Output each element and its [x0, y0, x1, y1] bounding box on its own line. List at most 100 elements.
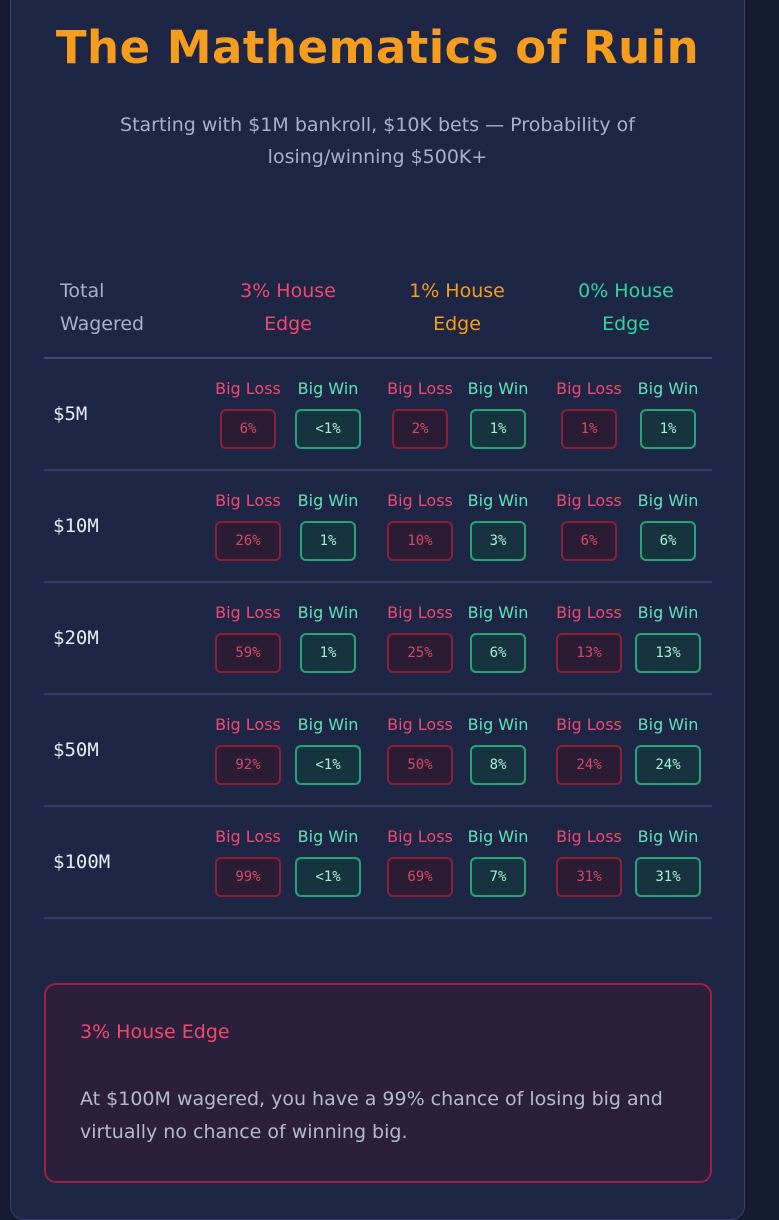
- table-row: $5M Big Loss 6% Big Win <1% Big Loss 2% Big Win…: [44, 359, 712, 471]
- big-win-label: Big Win: [297, 491, 359, 510]
- header-3pct-line2: Edge: [264, 313, 312, 335]
- cell-e3-loss: Big Loss 92%: [213, 715, 283, 785]
- big-win-label: Big Win: [297, 715, 359, 734]
- cell-e1-loss: Big Loss 50%: [385, 715, 455, 785]
- loss-probability-badge: 25%: [387, 633, 453, 673]
- big-win-label: Big Win: [467, 491, 529, 510]
- win-probability-badge: 1%: [300, 633, 356, 673]
- big-win-label: Big Win: [467, 827, 529, 846]
- cell-e3-loss: Big Loss 99%: [213, 827, 283, 897]
- loss-probability-badge: 6%: [561, 521, 617, 561]
- big-loss-label: Big Loss: [387, 827, 453, 846]
- big-win-label: Big Win: [297, 603, 359, 622]
- win-probability-badge: 1%: [470, 409, 526, 449]
- big-win-label: Big Win: [467, 715, 529, 734]
- cell-e3-win: Big Win <1%: [293, 715, 363, 785]
- win-probability-badge: 1%: [640, 409, 696, 449]
- cell-e1-loss: Big Loss 2%: [385, 379, 455, 449]
- win-probability-badge: 1%: [300, 521, 356, 561]
- big-loss-label: Big Loss: [215, 379, 281, 398]
- big-loss-label: Big Loss: [556, 827, 622, 846]
- header-total-wagered: Total Wagered: [60, 275, 144, 341]
- table-row: $10M Big Loss 26% Big Win 1% Big Loss 10% Big W…: [44, 471, 712, 583]
- win-probability-badge: 3%: [470, 521, 526, 561]
- big-win-label: Big Win: [637, 603, 699, 622]
- cell-e1-win: Big Win 1%: [463, 379, 533, 449]
- row-amount: $50M: [53, 739, 99, 761]
- loss-probability-badge: 10%: [387, 521, 453, 561]
- win-probability-badge: 7%: [470, 857, 526, 897]
- big-loss-label: Big Loss: [387, 491, 453, 510]
- loss-probability-badge: 31%: [556, 857, 622, 897]
- cell-e3-loss: Big Loss 59%: [213, 603, 283, 673]
- win-probability-badge: <1%: [295, 409, 361, 449]
- page-subtitle: Starting with $1M bankroll, $10K bets — …: [120, 114, 635, 168]
- table-header: Total Wagered 3% House Edge 1% House Edg…: [44, 275, 712, 359]
- row-amount: $100M: [53, 851, 111, 873]
- big-loss-label: Big Loss: [387, 603, 453, 622]
- big-win-label: Big Win: [637, 715, 699, 734]
- win-probability-badge: 6%: [470, 633, 526, 673]
- big-loss-label: Big Loss: [215, 715, 281, 734]
- cell-e0-loss: Big Loss 6%: [554, 491, 624, 561]
- win-probability-badge: 13%: [635, 633, 701, 673]
- header-total-line2: Wagered: [60, 313, 145, 335]
- header-3pct-line1: 3% House: [240, 280, 336, 302]
- big-loss-label: Big Loss: [387, 715, 453, 734]
- table-row: $50M Big Loss 92% Big Win <1% Big Loss 50% Big …: [44, 695, 712, 807]
- loss-probability-badge: 69%: [387, 857, 453, 897]
- cell-e0-loss: Big Loss 13%: [554, 603, 624, 673]
- big-win-label: Big Win: [637, 827, 699, 846]
- big-loss-label: Big Loss: [556, 379, 622, 398]
- cell-e0-win: Big Win 13%: [633, 603, 703, 673]
- big-loss-label: Big Loss: [556, 603, 622, 622]
- loss-probability-badge: 1%: [561, 409, 617, 449]
- cell-e1-loss: Big Loss 25%: [385, 603, 455, 673]
- loss-probability-badge: 92%: [215, 745, 281, 785]
- callout-title: 3% House Edge: [80, 1021, 230, 1043]
- cell-e0-win: Big Win 1%: [633, 379, 703, 449]
- cell-e0-loss: Big Loss 24%: [554, 715, 624, 785]
- loss-probability-badge: 50%: [387, 745, 453, 785]
- cell-e3-win: Big Win 1%: [293, 491, 363, 561]
- loss-probability-badge: 26%: [215, 521, 281, 561]
- cell-e0-loss: Big Loss 1%: [554, 379, 624, 449]
- loss-probability-badge: 24%: [556, 745, 622, 785]
- big-win-label: Big Win: [297, 827, 359, 846]
- callout-box: 3% House Edge At $100M wagered, you have…: [44, 983, 712, 1183]
- cell-e3-win: Big Win <1%: [293, 379, 363, 449]
- header-total-line1: Total: [60, 280, 105, 302]
- cell-e3-win: Big Win <1%: [293, 827, 363, 897]
- cell-e1-loss: Big Loss 10%: [385, 491, 455, 561]
- loss-probability-badge: 59%: [215, 633, 281, 673]
- header-0pct-line1: 0% House: [578, 280, 674, 302]
- cell-e0-win: Big Win 24%: [633, 715, 703, 785]
- header-1pct-edge: 1% House Edge: [377, 275, 537, 341]
- cell-e3-loss: Big Loss 6%: [213, 379, 283, 449]
- loss-probability-badge: 6%: [220, 409, 276, 449]
- header-0pct-line2: Edge: [602, 313, 650, 335]
- cell-e1-win: Big Win 7%: [463, 827, 533, 897]
- cell-e1-win: Big Win 6%: [463, 603, 533, 673]
- cell-e3-win: Big Win 1%: [293, 603, 363, 673]
- win-probability-badge: 6%: [640, 521, 696, 561]
- row-amount: $10M: [53, 515, 99, 537]
- win-probability-badge: 31%: [635, 857, 701, 897]
- big-loss-label: Big Loss: [387, 379, 453, 398]
- header-1pct-line1: 1% House: [409, 280, 505, 302]
- cell-e1-win: Big Win 8%: [463, 715, 533, 785]
- table-row: $20M Big Loss 59% Big Win 1% Big Loss 25% Big W…: [44, 583, 712, 695]
- big-loss-label: Big Loss: [215, 827, 281, 846]
- big-loss-label: Big Loss: [215, 603, 281, 622]
- win-probability-badge: <1%: [295, 857, 361, 897]
- loss-probability-badge: 99%: [215, 857, 281, 897]
- cell-e0-loss: Big Loss 31%: [554, 827, 624, 897]
- row-amount: $5M: [53, 403, 88, 425]
- cell-e0-win: Big Win 6%: [633, 491, 703, 561]
- big-win-label: Big Win: [637, 491, 699, 510]
- big-win-label: Big Win: [637, 379, 699, 398]
- win-probability-badge: <1%: [295, 745, 361, 785]
- win-probability-badge: 24%: [635, 745, 701, 785]
- big-win-label: Big Win: [297, 379, 359, 398]
- cell-e0-win: Big Win 31%: [633, 827, 703, 897]
